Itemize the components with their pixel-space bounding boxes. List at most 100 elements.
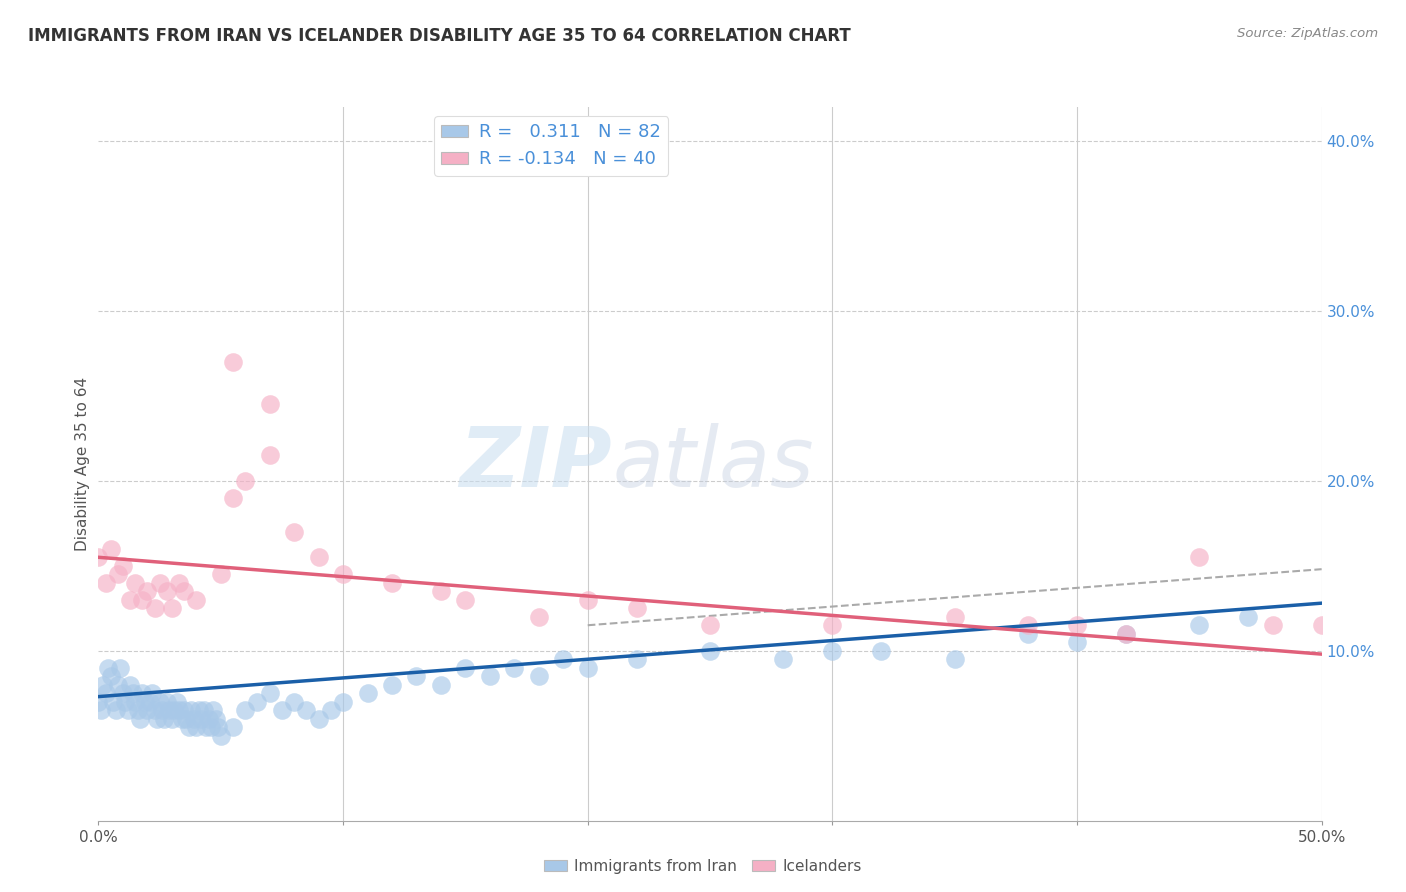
Point xyxy=(87,695,110,709)
Point xyxy=(200,720,222,734)
Point xyxy=(202,703,225,717)
Point xyxy=(163,703,186,717)
Point xyxy=(405,669,427,683)
Point xyxy=(197,712,219,726)
Point xyxy=(1237,609,1260,624)
Point xyxy=(821,618,844,632)
Point xyxy=(308,712,330,726)
Point xyxy=(576,592,599,607)
Point xyxy=(209,729,232,743)
Point xyxy=(381,575,404,590)
Point xyxy=(166,695,188,709)
Point xyxy=(270,703,294,717)
Point xyxy=(134,695,156,709)
Point xyxy=(454,661,477,675)
Point xyxy=(160,601,183,615)
Point xyxy=(870,644,893,658)
Point xyxy=(233,474,256,488)
Point xyxy=(141,686,163,700)
Point xyxy=(149,695,172,709)
Point xyxy=(94,575,117,590)
Point xyxy=(478,669,501,683)
Point xyxy=(222,355,245,369)
Point xyxy=(626,652,648,666)
Point xyxy=(156,584,179,599)
Point xyxy=(136,584,159,599)
Legend: Immigrants from Iran, Icelanders: Immigrants from Iran, Icelanders xyxy=(537,853,869,880)
Point xyxy=(167,703,190,717)
Point xyxy=(160,712,183,726)
Point xyxy=(129,712,152,726)
Point xyxy=(173,703,195,717)
Point xyxy=(110,661,132,675)
Point xyxy=(176,712,198,726)
Y-axis label: Disability Age 35 to 64: Disability Age 35 to 64 xyxy=(75,376,90,551)
Point xyxy=(124,575,146,590)
Point xyxy=(195,720,218,734)
Point xyxy=(1115,626,1137,640)
Point xyxy=(1066,618,1088,632)
Point xyxy=(1066,635,1088,649)
Point xyxy=(1017,626,1039,640)
Point xyxy=(943,609,966,624)
Point xyxy=(170,712,193,726)
Point xyxy=(90,703,112,717)
Point xyxy=(139,695,162,709)
Point xyxy=(233,703,256,717)
Point xyxy=(205,712,228,726)
Point xyxy=(131,686,153,700)
Point xyxy=(699,618,721,632)
Point xyxy=(332,695,354,709)
Point xyxy=(121,686,143,700)
Point xyxy=(381,678,404,692)
Point xyxy=(259,448,281,462)
Point xyxy=(87,550,110,565)
Point xyxy=(97,661,120,675)
Point xyxy=(136,703,159,717)
Point xyxy=(259,686,281,700)
Point xyxy=(124,695,146,709)
Point xyxy=(576,661,599,675)
Point xyxy=(772,652,794,666)
Point xyxy=(626,601,648,615)
Point xyxy=(150,703,173,717)
Point xyxy=(167,575,190,590)
Point xyxy=(117,703,139,717)
Point xyxy=(157,703,180,717)
Legend: R =   0.311   N = 82, R = -0.134   N = 40: R = 0.311 N = 82, R = -0.134 N = 40 xyxy=(434,116,668,176)
Point xyxy=(1017,618,1039,632)
Point xyxy=(430,678,453,692)
Point xyxy=(186,592,208,607)
Point xyxy=(1261,618,1284,632)
Point xyxy=(186,720,208,734)
Point xyxy=(527,669,550,683)
Point xyxy=(100,541,122,556)
Point xyxy=(222,491,245,505)
Point xyxy=(553,652,575,666)
Point xyxy=(295,703,318,717)
Point xyxy=(146,712,169,726)
Point xyxy=(94,686,117,700)
Point xyxy=(207,720,229,734)
Point xyxy=(183,712,205,726)
Point xyxy=(149,575,172,590)
Point xyxy=(177,720,200,734)
Point xyxy=(111,686,134,700)
Point xyxy=(120,678,142,692)
Point xyxy=(100,669,122,683)
Text: IMMIGRANTS FROM IRAN VS ICELANDER DISABILITY AGE 35 TO 64 CORRELATION CHART: IMMIGRANTS FROM IRAN VS ICELANDER DISABI… xyxy=(28,27,851,45)
Point xyxy=(153,712,176,726)
Text: atlas: atlas xyxy=(612,424,814,504)
Point xyxy=(111,558,134,573)
Point xyxy=(943,652,966,666)
Point xyxy=(107,678,129,692)
Point xyxy=(699,644,721,658)
Point xyxy=(1115,626,1137,640)
Point xyxy=(332,567,354,582)
Point xyxy=(430,584,453,599)
Point xyxy=(222,720,245,734)
Point xyxy=(503,661,526,675)
Point xyxy=(101,695,124,709)
Point xyxy=(131,592,153,607)
Point xyxy=(283,524,305,539)
